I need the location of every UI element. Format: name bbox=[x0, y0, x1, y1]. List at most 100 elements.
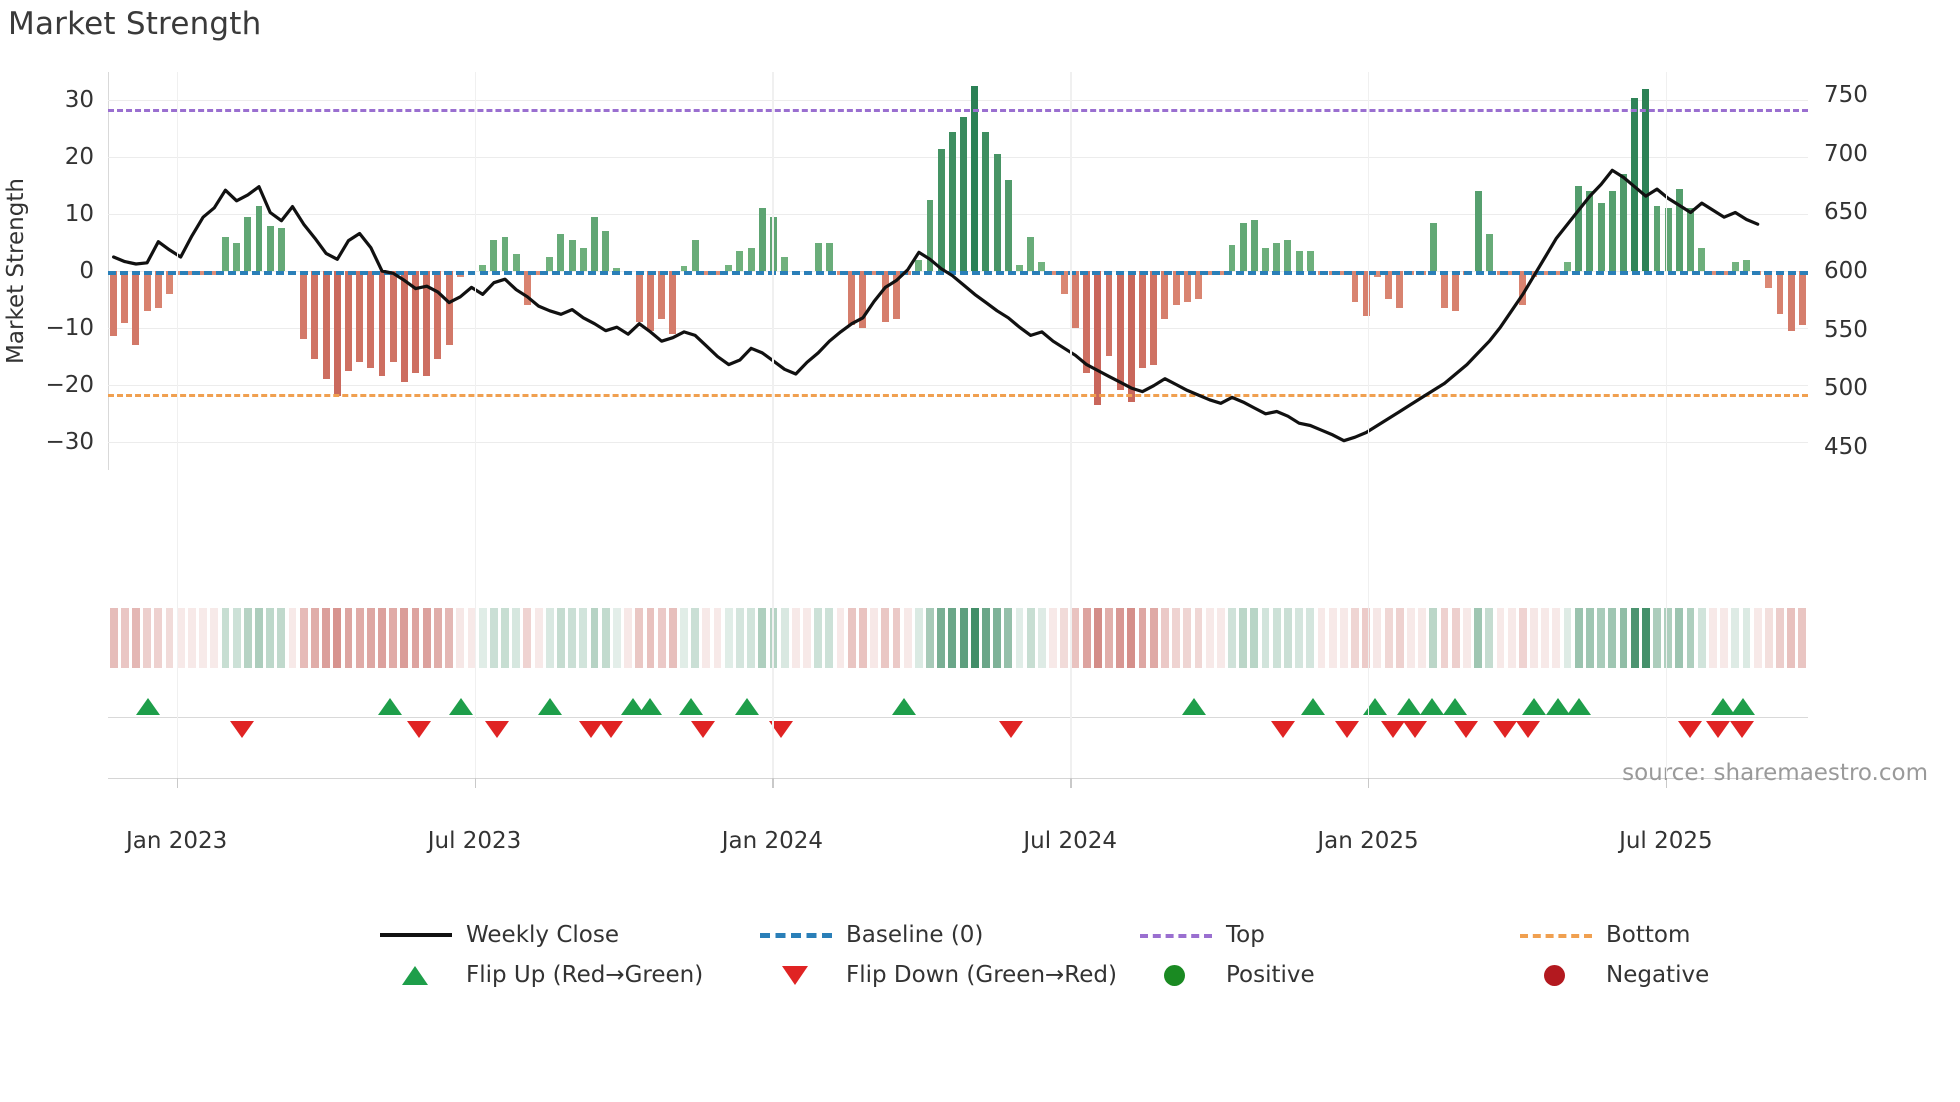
legend-item-baseline[interactable]: Baseline (0) bbox=[760, 922, 983, 948]
strength-bar bbox=[1105, 271, 1113, 357]
heatstrip-cell bbox=[1351, 608, 1359, 668]
top-swatch-icon bbox=[1140, 924, 1212, 946]
heatstrip-cell bbox=[881, 608, 890, 668]
heatstrip-cell bbox=[154, 608, 163, 668]
heatstrip-cell bbox=[1451, 608, 1460, 668]
legend-item-flip-up[interactable]: Flip Up (Red→Green) bbox=[380, 962, 703, 988]
heatstrip-cell bbox=[378, 608, 386, 668]
strength-bar bbox=[781, 256, 789, 271]
legend-item-weekly-close[interactable]: Weekly Close bbox=[380, 922, 619, 948]
heatstrip-cell bbox=[579, 608, 588, 668]
strength-bar bbox=[1664, 208, 1672, 271]
heatstrip-cell bbox=[948, 608, 957, 668]
legend-item-top[interactable]: Top bbox=[1140, 922, 1265, 948]
heatstrip-cell bbox=[467, 608, 476, 668]
flip-down-marker bbox=[1729, 721, 1754, 738]
strength-bar bbox=[915, 259, 923, 271]
strength-bar bbox=[948, 131, 956, 271]
heatstrip-cell bbox=[143, 608, 152, 668]
heatstrip-cell bbox=[534, 608, 543, 668]
heatstrip-cell bbox=[434, 608, 442, 668]
strength-bar bbox=[613, 268, 621, 272]
heatstrip-cell bbox=[389, 608, 398, 668]
flip-down-marker bbox=[1403, 721, 1428, 738]
top-threshold-line bbox=[108, 108, 1808, 112]
flip-down-marker bbox=[1677, 721, 1702, 738]
strength-bar bbox=[960, 117, 968, 271]
heatstrip-cell bbox=[926, 608, 934, 668]
heatstrip-cell bbox=[501, 608, 509, 668]
strength-bar bbox=[568, 239, 576, 271]
heatstrip-cell bbox=[1105, 608, 1113, 668]
bottom-threshold-line bbox=[108, 394, 1808, 398]
strength-bar bbox=[825, 242, 833, 271]
strength-bar bbox=[1139, 271, 1146, 368]
strength-bar bbox=[1519, 271, 1527, 306]
heatstrip-cell bbox=[165, 608, 174, 668]
x-tick-label: Jul 2023 bbox=[427, 828, 522, 854]
heatstrip-cell bbox=[1082, 608, 1091, 668]
weekly-close-swatch-icon bbox=[380, 924, 452, 946]
strength-bar bbox=[859, 271, 867, 328]
strength-bar bbox=[300, 271, 308, 340]
heatstrip-cell bbox=[1339, 608, 1348, 668]
legend-item-bottom[interactable]: Bottom bbox=[1520, 922, 1690, 948]
x-tick-label: Jul 2025 bbox=[1619, 828, 1713, 854]
strength-bar bbox=[557, 234, 565, 271]
strength-bar bbox=[333, 271, 341, 397]
heatstrip-cell bbox=[1697, 608, 1706, 668]
heatstrip-cell bbox=[1574, 608, 1583, 668]
strength-bar bbox=[400, 271, 408, 382]
heatstrip-cell bbox=[747, 608, 755, 668]
legend-item-positive[interactable]: Positive bbox=[1140, 962, 1315, 988]
heatstrip-cell bbox=[1026, 608, 1035, 668]
flip-up-marker bbox=[1363, 698, 1388, 715]
legend-label: Top bbox=[1226, 922, 1265, 948]
heatstrip-cell bbox=[601, 608, 610, 668]
heatstrip-cell bbox=[1384, 608, 1393, 668]
chart-legend: Weekly Close Baseline (0) Top Bottom Fli… bbox=[0, 922, 1960, 1002]
strength-bar bbox=[221, 236, 229, 271]
left-axis-tick-label: 20 bbox=[64, 144, 94, 171]
vertical-gridline bbox=[1070, 72, 1072, 778]
heatstrip-cell bbox=[1653, 608, 1661, 668]
strength-bar bbox=[1385, 271, 1393, 300]
strength-bar bbox=[132, 271, 140, 345]
flip-down-marker bbox=[1381, 721, 1406, 738]
flip-up-marker bbox=[1443, 698, 1468, 715]
strength-bar bbox=[356, 271, 364, 362]
heatstrip-cell bbox=[1753, 608, 1762, 668]
heatstrip-cell bbox=[1530, 608, 1538, 668]
flip-down-marker bbox=[1270, 721, 1295, 738]
legend-item-flip-down[interactable]: Flip Down (Green→Red) bbox=[760, 962, 1117, 988]
flip-up-marker bbox=[1522, 698, 1547, 715]
bottom-swatch-icon bbox=[1520, 924, 1592, 946]
heatstrip-cell bbox=[1619, 608, 1628, 668]
legend-label: Weekly Close bbox=[466, 922, 619, 948]
vertical-gridline bbox=[474, 72, 476, 778]
strength-bar bbox=[1687, 208, 1695, 271]
strength-bar bbox=[1228, 245, 1236, 271]
heatstrip-cell bbox=[333, 608, 342, 668]
strength-bar bbox=[546, 256, 554, 271]
strength-bar bbox=[277, 228, 285, 271]
flip-up-marker bbox=[1182, 698, 1207, 715]
gridline bbox=[108, 441, 1808, 443]
heatstrip-cell bbox=[702, 608, 711, 668]
flip-down-marker bbox=[485, 721, 510, 738]
strength-bar bbox=[479, 265, 487, 271]
heatstrip-cell bbox=[1585, 608, 1594, 668]
flip-up-marker bbox=[638, 698, 663, 715]
legend-item-negative[interactable]: Negative bbox=[1520, 962, 1709, 988]
heatstrip-cell bbox=[1720, 608, 1729, 668]
strength-bar bbox=[1586, 191, 1594, 271]
heatstrip-cell bbox=[489, 608, 498, 668]
strength-bar bbox=[378, 271, 386, 377]
strength-bar bbox=[1787, 271, 1795, 331]
x-tick-mark bbox=[176, 778, 179, 788]
flip-axis-line bbox=[108, 717, 1808, 719]
heatstrip-cell bbox=[523, 608, 532, 668]
heatstrip-cell bbox=[1373, 608, 1382, 668]
strength-bar bbox=[434, 271, 442, 360]
heatstrip-cell bbox=[277, 608, 286, 668]
